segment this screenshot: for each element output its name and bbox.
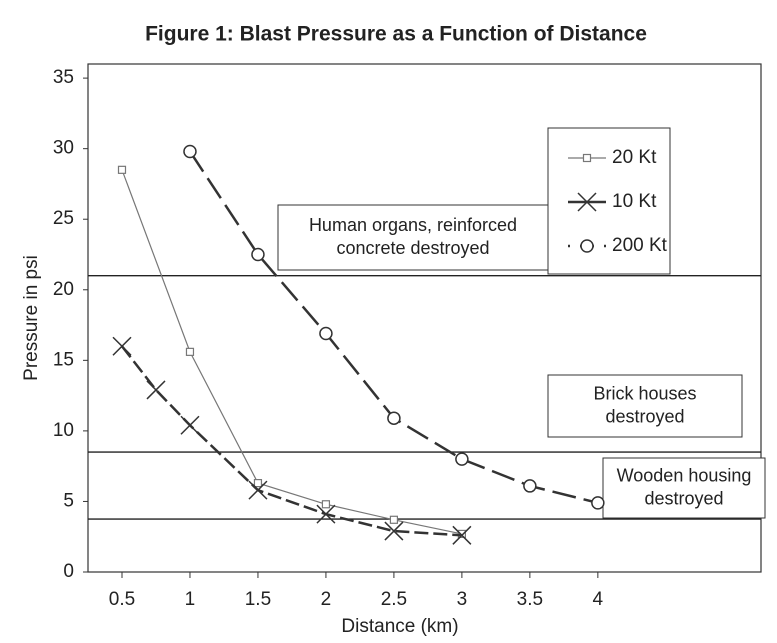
annotation-box	[602, 457, 766, 519]
x-tick-label: 2.5	[381, 589, 407, 610]
x-tick-label: 0.5	[109, 589, 135, 610]
x-tick-label: 1	[185, 589, 196, 610]
marker	[146, 380, 166, 400]
y-tick-label: 5	[63, 490, 74, 511]
marker	[384, 521, 404, 541]
y-tick-label: 25	[53, 208, 74, 229]
x-tick-label: 4	[593, 589, 604, 610]
annotation: Brick houses	[593, 383, 696, 403]
marker	[185, 347, 195, 356]
x-tick-label: 1.5	[245, 589, 271, 610]
marker	[248, 480, 268, 500]
series-line	[121, 169, 463, 535]
y-tick-label: 10	[53, 420, 74, 441]
y-tick-label: 20	[53, 279, 74, 300]
marker	[452, 525, 472, 545]
annotation: destroyed	[605, 406, 684, 426]
marker	[523, 479, 537, 493]
annotation-box	[547, 374, 743, 438]
legend-marker	[582, 153, 592, 163]
legend-label: 20 Kt	[612, 147, 657, 168]
legend-label: 200 Kt	[612, 235, 668, 256]
y-tick-label: 15	[53, 349, 74, 370]
marker	[389, 515, 399, 524]
chart-title: Figure 1: Blast Pressure as a Function o…	[145, 23, 647, 46]
x-tick-label: 3.5	[517, 589, 543, 610]
series-line	[121, 345, 462, 537]
marker	[253, 479, 263, 488]
legend-marker	[580, 239, 594, 253]
y-tick-label: 30	[53, 138, 74, 159]
y-axis-label: Pressure in psi	[21, 255, 42, 381]
legend-label: 10 Kt	[612, 191, 657, 212]
annotation: Wooden housing	[617, 465, 752, 485]
x-tick-label: 2	[321, 589, 332, 610]
marker	[455, 452, 469, 466]
legend-marker	[577, 192, 597, 212]
marker	[591, 496, 605, 510]
marker	[117, 165, 127, 174]
x-axis-label: Distance (km)	[341, 616, 458, 637]
annotation: concrete destroyed	[336, 238, 489, 258]
annotation: Human organs, reinforced	[309, 215, 517, 235]
marker	[316, 504, 336, 524]
x-tick-label: 3	[457, 589, 468, 610]
plot-frame	[87, 63, 762, 573]
marker	[112, 336, 132, 356]
marker	[321, 500, 331, 509]
y-tick-label: 35	[53, 67, 74, 88]
marker	[251, 247, 265, 262]
annotation: destroyed	[644, 488, 723, 508]
marker	[387, 411, 401, 425]
marker	[319, 326, 333, 341]
y-tick-label: 0	[63, 561, 74, 582]
marker	[180, 415, 200, 435]
marker	[183, 144, 197, 159]
series-line	[188, 150, 599, 505]
